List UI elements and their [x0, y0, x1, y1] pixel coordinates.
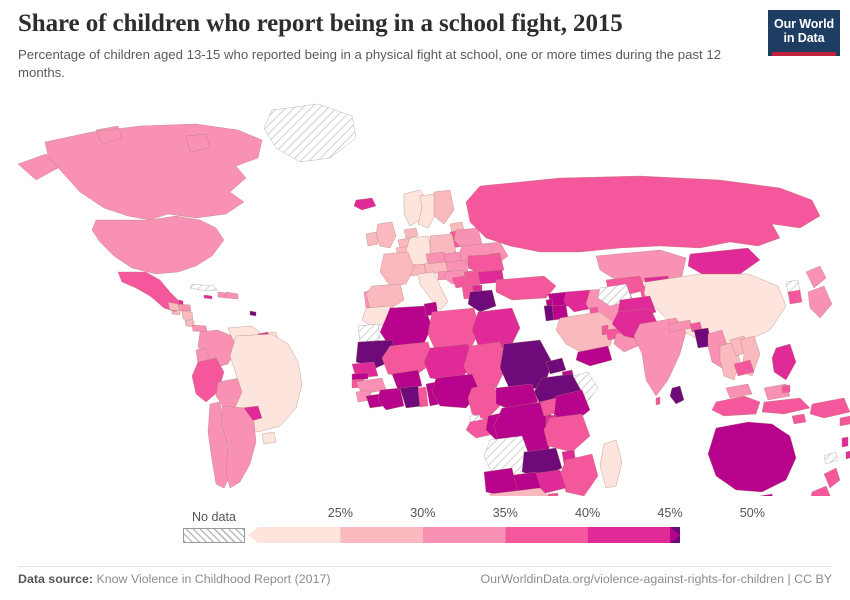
country-eswatini[interactable]: Eswatini: 35%	[548, 493, 558, 496]
legend-bin[interactable]	[670, 527, 680, 543]
legend-tick: 25%	[327, 506, 353, 520]
country-italy[interactable]: Italy: 25%	[418, 272, 448, 310]
country-burkina-faso[interactable]: Burkina Faso: 49%	[392, 370, 422, 390]
country-trinidad-and-tobago[interactable]: Trinidad and Tobago: 52%	[250, 311, 256, 316]
country-turkey[interactable]: Turkey: 39%	[496, 276, 556, 300]
country-mongolia[interactable]: Mongolia: 43%	[688, 248, 760, 274]
country-papua-new-guinea[interactable]: Papua New Guinea: 39%	[810, 398, 850, 418]
country-australia[interactable]: Australia: 47%	[708, 422, 796, 496]
legend-color-bar[interactable]	[248, 527, 680, 543]
owid-logo-line1: Our World	[774, 17, 834, 31]
country-south-korea[interactable]: South Korea: 35%	[788, 290, 802, 304]
country-uruguay[interactable]: Uruguay: 24%	[262, 432, 276, 444]
country-new-zealand[interactable]: New Zealand: 36%	[810, 468, 840, 496]
choropleth-map[interactable]: Greenland: No dataCanada: 32%United Stat…	[0, 96, 850, 496]
country-haiti[interactable]: Haiti: 33%	[218, 292, 226, 298]
country-malaysia[interactable]: Malaysia: 34%	[726, 384, 790, 400]
data-source-label: Data source:	[18, 572, 94, 586]
country-madagascar[interactable]: Madagascar: 22%	[600, 440, 622, 488]
world-map-svg[interactable]: Greenland: No dataCanada: 32%United Stat…	[0, 96, 850, 496]
country-iraq[interactable]: Iraq: 45%	[564, 290, 594, 312]
legend-bin[interactable]	[587, 527, 670, 543]
country-united-states[interactable]: United States: 32%	[18, 154, 224, 274]
footer-divider	[18, 566, 832, 567]
legend-tick: 35%	[492, 506, 518, 520]
country-gambia[interactable]: Gambia: 48%	[352, 373, 368, 380]
country-mozambique[interactable]: Mozambique: 37%	[560, 454, 598, 496]
chart-subtitle: Percentage of children aged 13-15 who re…	[18, 46, 722, 81]
country-vanuatu[interactable]: Vanuatu: 40%	[842, 437, 848, 447]
country-solomon-islands[interactable]: Solomon Islands: 36%	[840, 416, 850, 426]
country-eritrea[interactable]: Eritrea: 51%	[546, 358, 566, 374]
country-greece[interactable]: Greece: 51%	[468, 290, 496, 312]
chart-footer: Data source: Know Violence in Childhood …	[0, 566, 850, 590]
country-iceland[interactable]: Iceland: 42%	[354, 198, 376, 210]
country-kazakhstan[interactable]: Kazakhstan: 33%	[596, 250, 686, 282]
country-indonesia[interactable]: Indonesia: 35%	[712, 396, 810, 416]
country-western-sahara[interactable]: Western Sahara: No data	[358, 324, 380, 342]
legend-bin[interactable]	[422, 527, 506, 543]
legend-tick: 30%	[410, 506, 436, 520]
data-source-value: Know Violence in Childhood Report (2017)	[96, 572, 331, 586]
data-source: Data source: Know Violence in Childhood …	[18, 572, 330, 586]
country-brunei[interactable]: Brunei: 36%	[782, 385, 790, 393]
country-timor-leste[interactable]: Timor-Leste: 36%	[792, 414, 806, 424]
map-legend: No data 25% 30% 35% 40% 45% 50%	[0, 505, 850, 553]
country-cote-d-ivoire[interactable]: Cote d'Ivoire: 47%	[378, 388, 404, 410]
legend-tick-labels: 25% 30% 35% 40% 45% 50%	[248, 505, 765, 523]
legend-tick: 40%	[574, 506, 601, 520]
legend-bin[interactable]	[340, 527, 423, 543]
country-fiji[interactable]: Fiji: 42%	[846, 451, 850, 459]
page-title: Share of children who report being in a …	[18, 10, 623, 37]
country-el-salvador[interactable]: El Salvador: 29%	[172, 311, 180, 315]
chart-header: Share of children who report being in a …	[18, 10, 748, 83]
legend-scale[interactable]: 25% 30% 35% 40% 45% 50%	[248, 505, 765, 551]
legend-tick: 50%	[739, 506, 765, 520]
owid-logo-rule	[772, 51, 836, 56]
country-yemen[interactable]: Yemen: 47%	[576, 346, 612, 366]
country-nigeria[interactable]: Nigeria: 48%	[432, 374, 480, 408]
legend-tick: 45%	[657, 506, 683, 520]
country-argentina[interactable]: Argentina: 31%	[222, 406, 256, 488]
country-france[interactable]: France: 30%	[380, 252, 414, 286]
country-japan[interactable]: Japan: 34%	[806, 266, 832, 318]
country-jamaica[interactable]: Jamaica: 44%	[204, 295, 212, 299]
legend-no-data-label: No data	[191, 510, 237, 524]
country-spain[interactable]: Spain: 26%	[366, 284, 404, 310]
legend-bin[interactable]	[505, 527, 588, 543]
license-note[interactable]: OurWorldinData.org/violence-against-righ…	[480, 572, 832, 586]
country-new-caledonia[interactable]: New Caledonia: No data	[824, 452, 838, 464]
country-sri-lanka[interactable]: Sri Lanka: 50%	[670, 386, 684, 404]
country-finland[interactable]: Finland: 25%	[434, 190, 454, 224]
country-united-kingdom[interactable]: United Kingdom: 28%	[376, 222, 396, 248]
country-maldives[interactable]: Maldives: 39%	[656, 397, 660, 405]
country-cambodia[interactable]: Cambodia: 36%	[734, 360, 754, 376]
country-russia[interactable]: Russia: 36%	[466, 176, 820, 252]
country-denmark[interactable]: Denmark: 27%	[404, 228, 418, 238]
owid-logo[interactable]: Our World in Data	[768, 10, 840, 56]
country-peru[interactable]: Peru: 38%	[192, 358, 224, 402]
country-togo[interactable]: Togo: 36%	[418, 387, 428, 407]
legend-bin[interactable]	[248, 527, 341, 543]
country-ireland[interactable]: Ireland: 28%	[366, 232, 378, 246]
country-philippines[interactable]: Philippines: 40%	[772, 344, 796, 380]
country-greenland[interactable]: Greenland: No data	[264, 104, 356, 162]
owid-logo-line2: in Data	[783, 31, 825, 46]
country-dominican-republic[interactable]: Dominican Republic: 33%	[226, 292, 238, 299]
country-tanzania[interactable]: Tanzania: 39%	[544, 414, 590, 452]
country-honduras[interactable]: Honduras: 31%	[179, 304, 191, 311]
country-canada[interactable]: Canada: 32%	[45, 124, 262, 220]
country-south-africa[interactable]: South Africa: 30%	[490, 488, 552, 496]
country-cuba[interactable]: Cuba: No data	[190, 284, 218, 291]
legend-bin[interactable]	[670, 527, 680, 543]
country-nicaragua[interactable]: Nicaragua: 27%	[182, 311, 193, 320]
legend-no-data[interactable]: No data	[183, 511, 245, 543]
country-panama[interactable]: Panama: 34%	[192, 325, 207, 332]
legend-no-data-swatch	[183, 527, 245, 543]
